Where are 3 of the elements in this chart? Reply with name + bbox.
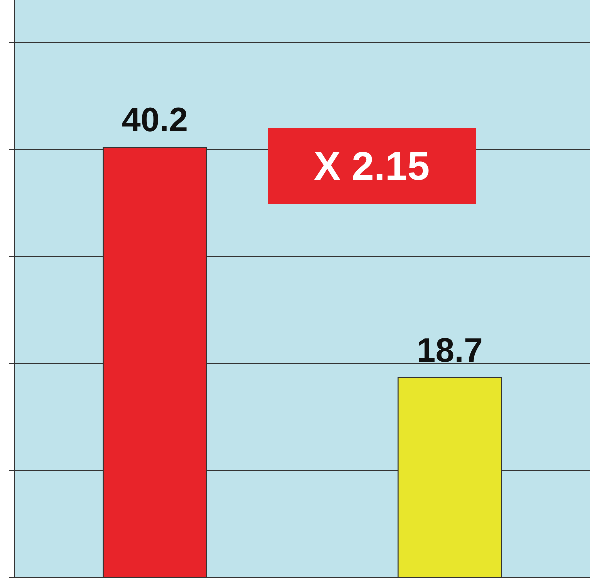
data-label: 40.2 bbox=[122, 102, 188, 140]
annotation: X 2.15 bbox=[314, 145, 430, 189]
data-label: 18.7 bbox=[416, 332, 484, 370]
